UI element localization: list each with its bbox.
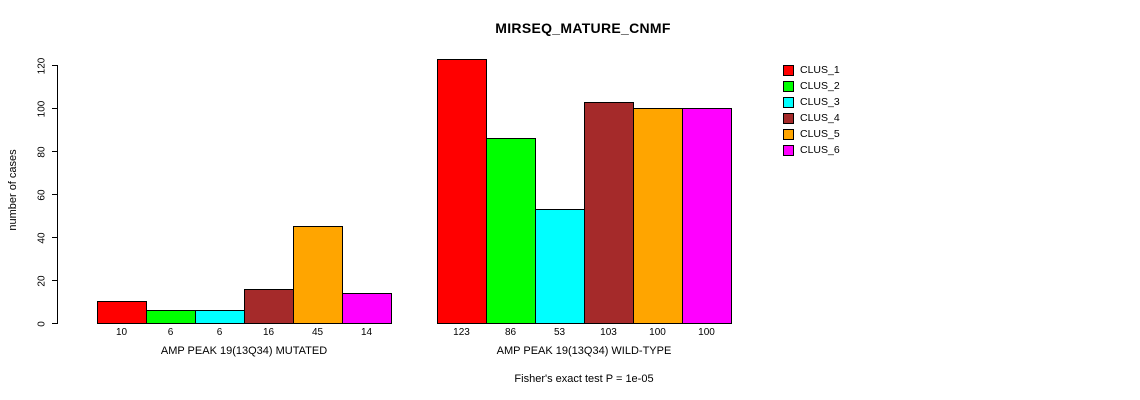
y-tick xyxy=(52,65,57,66)
legend-label-clus_1: CLUS_1 xyxy=(800,64,840,76)
bar-value-label: 103 xyxy=(600,327,617,338)
bar-clus_3-group1 xyxy=(195,310,245,324)
group-label: AMP PEAK 19(13Q34) WILD-TYPE xyxy=(496,345,672,357)
y-tick-label: 100 xyxy=(36,100,48,117)
chart-title: MIRSEQ_MATURE_CNMF xyxy=(495,20,671,36)
bar-clus_5-group1 xyxy=(293,226,343,324)
y-tick-label: 60 xyxy=(36,188,48,201)
bar-value-label: 10 xyxy=(115,327,128,338)
bar-value-label: 16 xyxy=(262,327,275,338)
y-tick-label: 20 xyxy=(36,274,48,287)
group-label: AMP PEAK 19(13Q34) MUTATED xyxy=(160,345,328,357)
bar-value-label: 100 xyxy=(649,327,666,338)
legend-label-clus_3: CLUS_3 xyxy=(800,96,840,108)
y-tick xyxy=(52,280,57,281)
y-tick xyxy=(52,194,57,195)
legend-label-clus_6: CLUS_6 xyxy=(800,144,840,156)
legend-label-clus_2: CLUS_2 xyxy=(800,80,840,92)
legend-label-clus_5: CLUS_5 xyxy=(800,128,840,140)
bar-clus_1-group2 xyxy=(437,59,487,324)
bar-value-label: 100 xyxy=(698,327,715,338)
bar-value-label: 53 xyxy=(553,327,566,338)
chart-subtitle: Fisher's exact test P = 1e-05 xyxy=(514,373,654,385)
y-axis-label: number of cases xyxy=(7,149,19,231)
bar-clus_6-group2 xyxy=(682,108,732,324)
legend-label-clus_4: CLUS_4 xyxy=(800,112,840,124)
legend-swatch-clus_2 xyxy=(783,81,794,92)
y-tick-label: 120 xyxy=(36,57,48,74)
bar-value-label: 6 xyxy=(216,327,223,338)
y-tick xyxy=(52,108,57,109)
legend-swatch-clus_4 xyxy=(783,113,794,124)
y-tick xyxy=(52,237,57,238)
y-tick-label: 80 xyxy=(36,145,48,158)
bar-clus_1-group1 xyxy=(97,301,147,324)
bar-value-label: 86 xyxy=(504,327,517,338)
bar-clus_5-group2 xyxy=(633,108,683,324)
bar-clus_6-group1 xyxy=(342,293,392,324)
y-tick xyxy=(52,323,57,324)
legend-swatch-clus_6 xyxy=(783,145,794,156)
legend-swatch-clus_3 xyxy=(783,97,794,108)
bar-clus_4-group2 xyxy=(584,102,634,324)
y-tick xyxy=(52,151,57,152)
bar-clus_2-group2 xyxy=(486,138,536,324)
y-tick-label: 0 xyxy=(36,320,48,327)
legend-swatch-clus_1 xyxy=(783,65,794,76)
bar-value-label: 6 xyxy=(167,327,174,338)
bar-value-label: 123 xyxy=(453,327,470,338)
y-axis-line xyxy=(57,65,58,324)
y-tick-label: 40 xyxy=(36,231,48,244)
bar-clus_2-group1 xyxy=(146,310,196,324)
bar-clus_3-group2 xyxy=(535,209,585,324)
bar-value-label: 45 xyxy=(311,327,324,338)
bar-value-label: 14 xyxy=(360,327,373,338)
legend-swatch-clus_5 xyxy=(783,129,794,140)
bar-clus_4-group1 xyxy=(244,289,294,324)
